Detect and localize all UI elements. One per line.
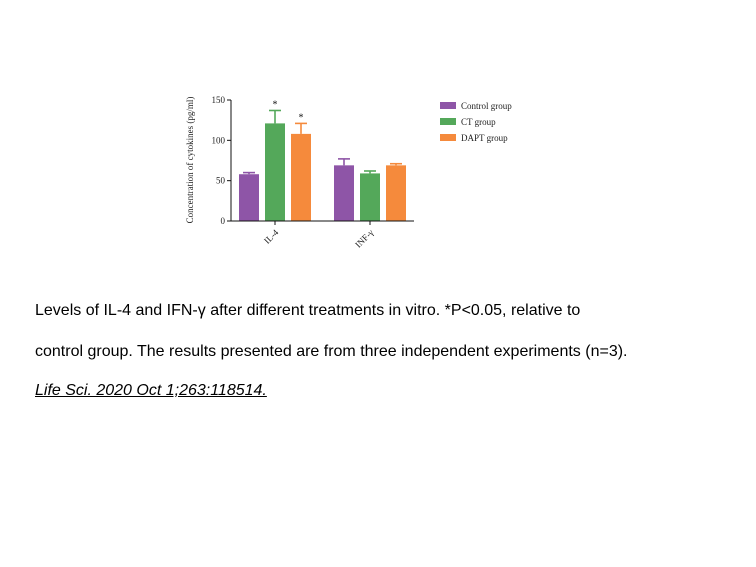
significance-layer: **	[273, 99, 304, 123]
y-tick-label: 0	[221, 216, 226, 226]
bar-il4-ct-group	[265, 123, 285, 221]
significance-mark: *	[299, 112, 304, 123]
chart-legend: Control group CT group DAPT group	[440, 101, 512, 143]
x-tick-label: INF-γ	[353, 227, 375, 249]
figure-caption-line-1: Levels of IL-4 and IFN-γ after different…	[35, 302, 581, 319]
cytokine-bar-chart: Concentration of cytokines (pg/ml) ** 05…	[185, 95, 512, 250]
y-axis-label-group: Concentration of cytokines (pg/ml)	[185, 97, 195, 224]
significance-mark: *	[273, 99, 278, 110]
citation-link[interactable]: Life Sci. 2020 Oct 1;263:118514.	[35, 382, 267, 399]
x-axis: IL-4 INF-γ	[231, 220, 414, 250]
legend-swatch	[440, 134, 456, 141]
x-tick-label: IL-4	[262, 227, 281, 246]
legend-swatch	[440, 118, 456, 125]
legend-swatch	[440, 102, 456, 109]
legend-label: CT group	[461, 117, 496, 127]
y-tick-label: 50	[216, 176, 226, 186]
y-axis: 0 50 100 150	[212, 95, 232, 226]
bar-inf-control-group	[334, 165, 354, 221]
y-tick-label: 100	[212, 135, 226, 145]
error-bars-layer	[243, 109, 402, 175]
legend-label: Control group	[461, 101, 512, 111]
y-tick-label: 150	[212, 95, 226, 105]
legend-label: DAPT group	[461, 133, 508, 143]
bar-il4-control-group	[239, 174, 259, 221]
figure-caption-line-2: control group. The results presented are…	[35, 343, 628, 360]
bars-layer	[239, 123, 406, 221]
bar-inf-ct-group	[360, 173, 380, 221]
y-axis-label: Concentration of cytokines (pg/ml)	[185, 97, 195, 224]
bar-il4-dapt-group	[291, 133, 311, 221]
bar-inf-dapt-group	[386, 165, 406, 221]
